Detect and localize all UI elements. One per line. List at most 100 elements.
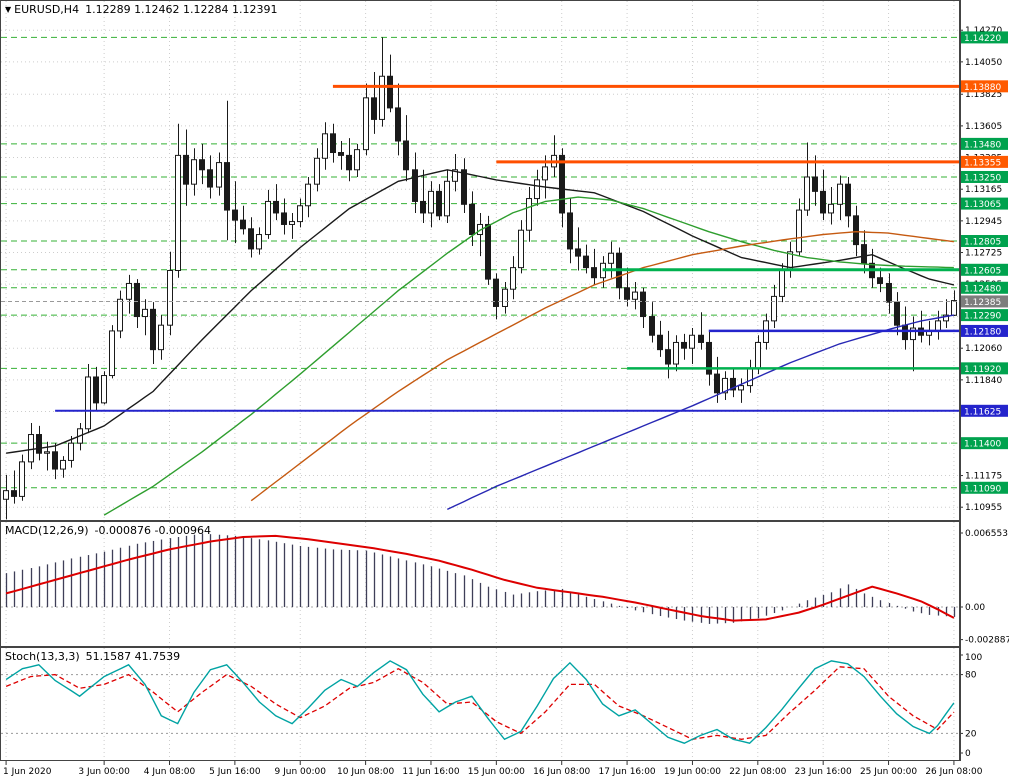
macd-histogram <box>5 533 956 624</box>
stochastic-axis-canvas[interactable]: 100 80 20 0 <box>960 647 1009 761</box>
time-tick-label: 11 Jun 16:00 <box>402 767 459 777</box>
price-badge-label: 1.13065 <box>964 200 1001 210</box>
macd-canvas[interactable] <box>0 521 960 647</box>
time-tick-label: 4 Jun 08:00 <box>144 767 196 777</box>
price-badge-label: 1.11920 <box>964 365 1001 375</box>
price-tick-label: 1.12060 <box>965 344 1002 354</box>
macd-label: MACD(12,26,9) -0.000876 -0.000964 <box>5 524 211 537</box>
stoch-axis-label: 80 <box>965 671 977 681</box>
price-tick-label: 1.12945 <box>965 217 1002 227</box>
time-tick-label: 16 Jun 08:00 <box>533 767 590 777</box>
macd-axis-label: 0.006553 <box>965 529 1008 539</box>
price-tick-label: 1.14050 <box>965 58 1002 68</box>
price-badge <box>961 481 1008 494</box>
stoch-axis-labels: 100 80 20 0 <box>960 653 982 759</box>
time-tick-label: 1 Jun 2020 <box>3 767 52 777</box>
price-badge-label: 1.12805 <box>964 238 1001 248</box>
stoch-name: Stoch(13,3,3) <box>5 650 80 663</box>
main-grid <box>1 1 959 520</box>
macd-signal-line <box>5 534 955 622</box>
price-badge-label: 1.13250 <box>964 173 1001 183</box>
price-badge-label: 1.11400 <box>964 440 1001 450</box>
price-tick-label: 1.10955 <box>965 503 1002 513</box>
ma-green-line <box>103 196 954 516</box>
stoch-grid <box>1 648 959 760</box>
symbol-ohlc-label: ▼ EURUSD,H4 1.12289 1.12462 1.12284 1.1239… <box>5 3 278 16</box>
time-axis[interactable]: 1 Jun 2020 3 Jun 00:00 4 Jun 08:00 5 Jun 16… <box>0 761 1009 778</box>
price-badge-label: 1.13480 <box>964 140 1001 150</box>
stoch-signal-line <box>5 666 955 740</box>
stoch-axis-label: 20 <box>965 729 977 739</box>
price-badge <box>961 295 1008 308</box>
main-chart-pane[interactable]: ▼ EURUSD,H4 1.12289 1.12462 1.12284 1.1239… <box>0 0 960 521</box>
time-tick-label: 15 Jun 00:00 <box>468 767 525 777</box>
stochastic-axis[interactable]: 100 80 20 0 <box>960 647 1009 761</box>
macd-values: -0.000876 -0.000964 <box>94 524 211 537</box>
price-tick-label: 1.12725 <box>965 249 1002 259</box>
macd-axis-canvas[interactable]: 0.006553 0.00 -0.002887 <box>960 521 1009 647</box>
price-badge <box>961 197 1008 210</box>
price-badge <box>961 155 1008 168</box>
price-badge <box>961 404 1008 417</box>
stoch-pane-border <box>0 647 960 761</box>
price-badge <box>961 170 1008 183</box>
price-badge <box>961 281 1008 294</box>
macd-axis-labels: 0.006553 0.00 -0.002887 <box>960 529 1009 646</box>
price-badge <box>961 235 1008 248</box>
macd-name: MACD(12,26,9) <box>5 524 89 537</box>
horizontal-level-lines <box>55 84 959 412</box>
symbol-period-label: EURUSD,H4 <box>14 3 80 16</box>
price-badge-label: 1.13355 <box>964 158 1001 168</box>
price-badge <box>961 437 1008 450</box>
price-axis[interactable]: 1.142701.140501.138251.136051.133851.131… <box>960 0 1009 521</box>
macd-axis-label: -0.002887 <box>965 636 1009 646</box>
price-badge <box>961 137 1008 150</box>
price-axis-canvas[interactable]: 1.142701.140501.138251.136051.133851.131… <box>960 0 1009 521</box>
price-badge <box>961 80 1008 93</box>
support-resistance-dashed-levels <box>1 36 959 489</box>
price-tick-label: 1.11840 <box>965 376 1002 386</box>
price-badge-label: 1.12605 <box>964 266 1001 276</box>
time-tick-label: 3 Jun 00:00 <box>78 767 130 777</box>
price-badge-label: 1.12480 <box>964 284 1001 294</box>
stoch-main-line <box>5 660 955 744</box>
time-tick-label: 19 Jun 00:00 <box>664 767 721 777</box>
price-tick-label: 1.13605 <box>965 122 1002 132</box>
time-tick-label: 5 Jun 16:00 <box>209 767 261 777</box>
macd-axis-label: 0.00 <box>965 603 985 613</box>
macd-axis[interactable]: 0.006553 0.00 -0.002887 <box>960 521 1009 647</box>
time-tick-label: 25 Jun 00:00 <box>860 767 917 777</box>
price-badge-label: 1.11625 <box>964 407 1001 417</box>
price-badge <box>961 362 1008 375</box>
stoch-values: 51.1587 41.7539 <box>85 650 181 663</box>
stoch-axis-label: 0 <box>965 749 971 759</box>
price-axis-badges: 1.14220 1.13880 1.13480 1.13355 1.13250 1.130… <box>961 31 1008 494</box>
price-tick-label: 1.11175 <box>965 472 1002 482</box>
time-axis-canvas[interactable]: 1 Jun 2020 3 Jun 00:00 4 Jun 08:00 5 Jun 16… <box>0 761 1009 778</box>
candles <box>3 37 957 520</box>
stochastic-canvas[interactable] <box>0 647 960 761</box>
ohlc-values: 1.12289 1.12462 1.12284 1.12391 <box>85 3 278 16</box>
ma-black-line <box>5 169 955 454</box>
stochastic-pane[interactable]: Stoch(13,3,3) 51.1587 41.7539 <box>0 647 960 761</box>
price-badge <box>961 263 1008 276</box>
ma-orange-line <box>250 230 954 502</box>
time-axis-labels: 1 Jun 2020 3 Jun 00:00 4 Jun 08:00 5 Jun 16… <box>3 761 983 777</box>
price-badge <box>961 309 1008 322</box>
macd-pane-border <box>0 521 960 647</box>
price-badge <box>961 324 1008 337</box>
time-tick-label: 9 Jun 00:00 <box>275 767 327 777</box>
price-badge-label: 1.12180 <box>964 327 1001 337</box>
price-badge-label: 1.13880 <box>964 83 1001 93</box>
chart-marker-icon: ▼ <box>5 5 12 14</box>
price-tick-label: 1.14270 <box>965 26 1002 36</box>
stoch-axis-label: 100 <box>965 653 982 663</box>
time-tick-label: 26 Jun 08:00 <box>925 767 982 777</box>
ma-blue-line <box>446 314 955 511</box>
macd-pane[interactable]: MACD(12,26,9) -0.000876 -0.000964 <box>0 521 960 647</box>
main-chart-canvas[interactable] <box>0 0 960 521</box>
price-badge-label: 1.12290 <box>964 312 1001 322</box>
price-tick-label: 1.13825 <box>965 90 1002 100</box>
time-tick-label: 23 Jun 16:00 <box>795 767 852 777</box>
